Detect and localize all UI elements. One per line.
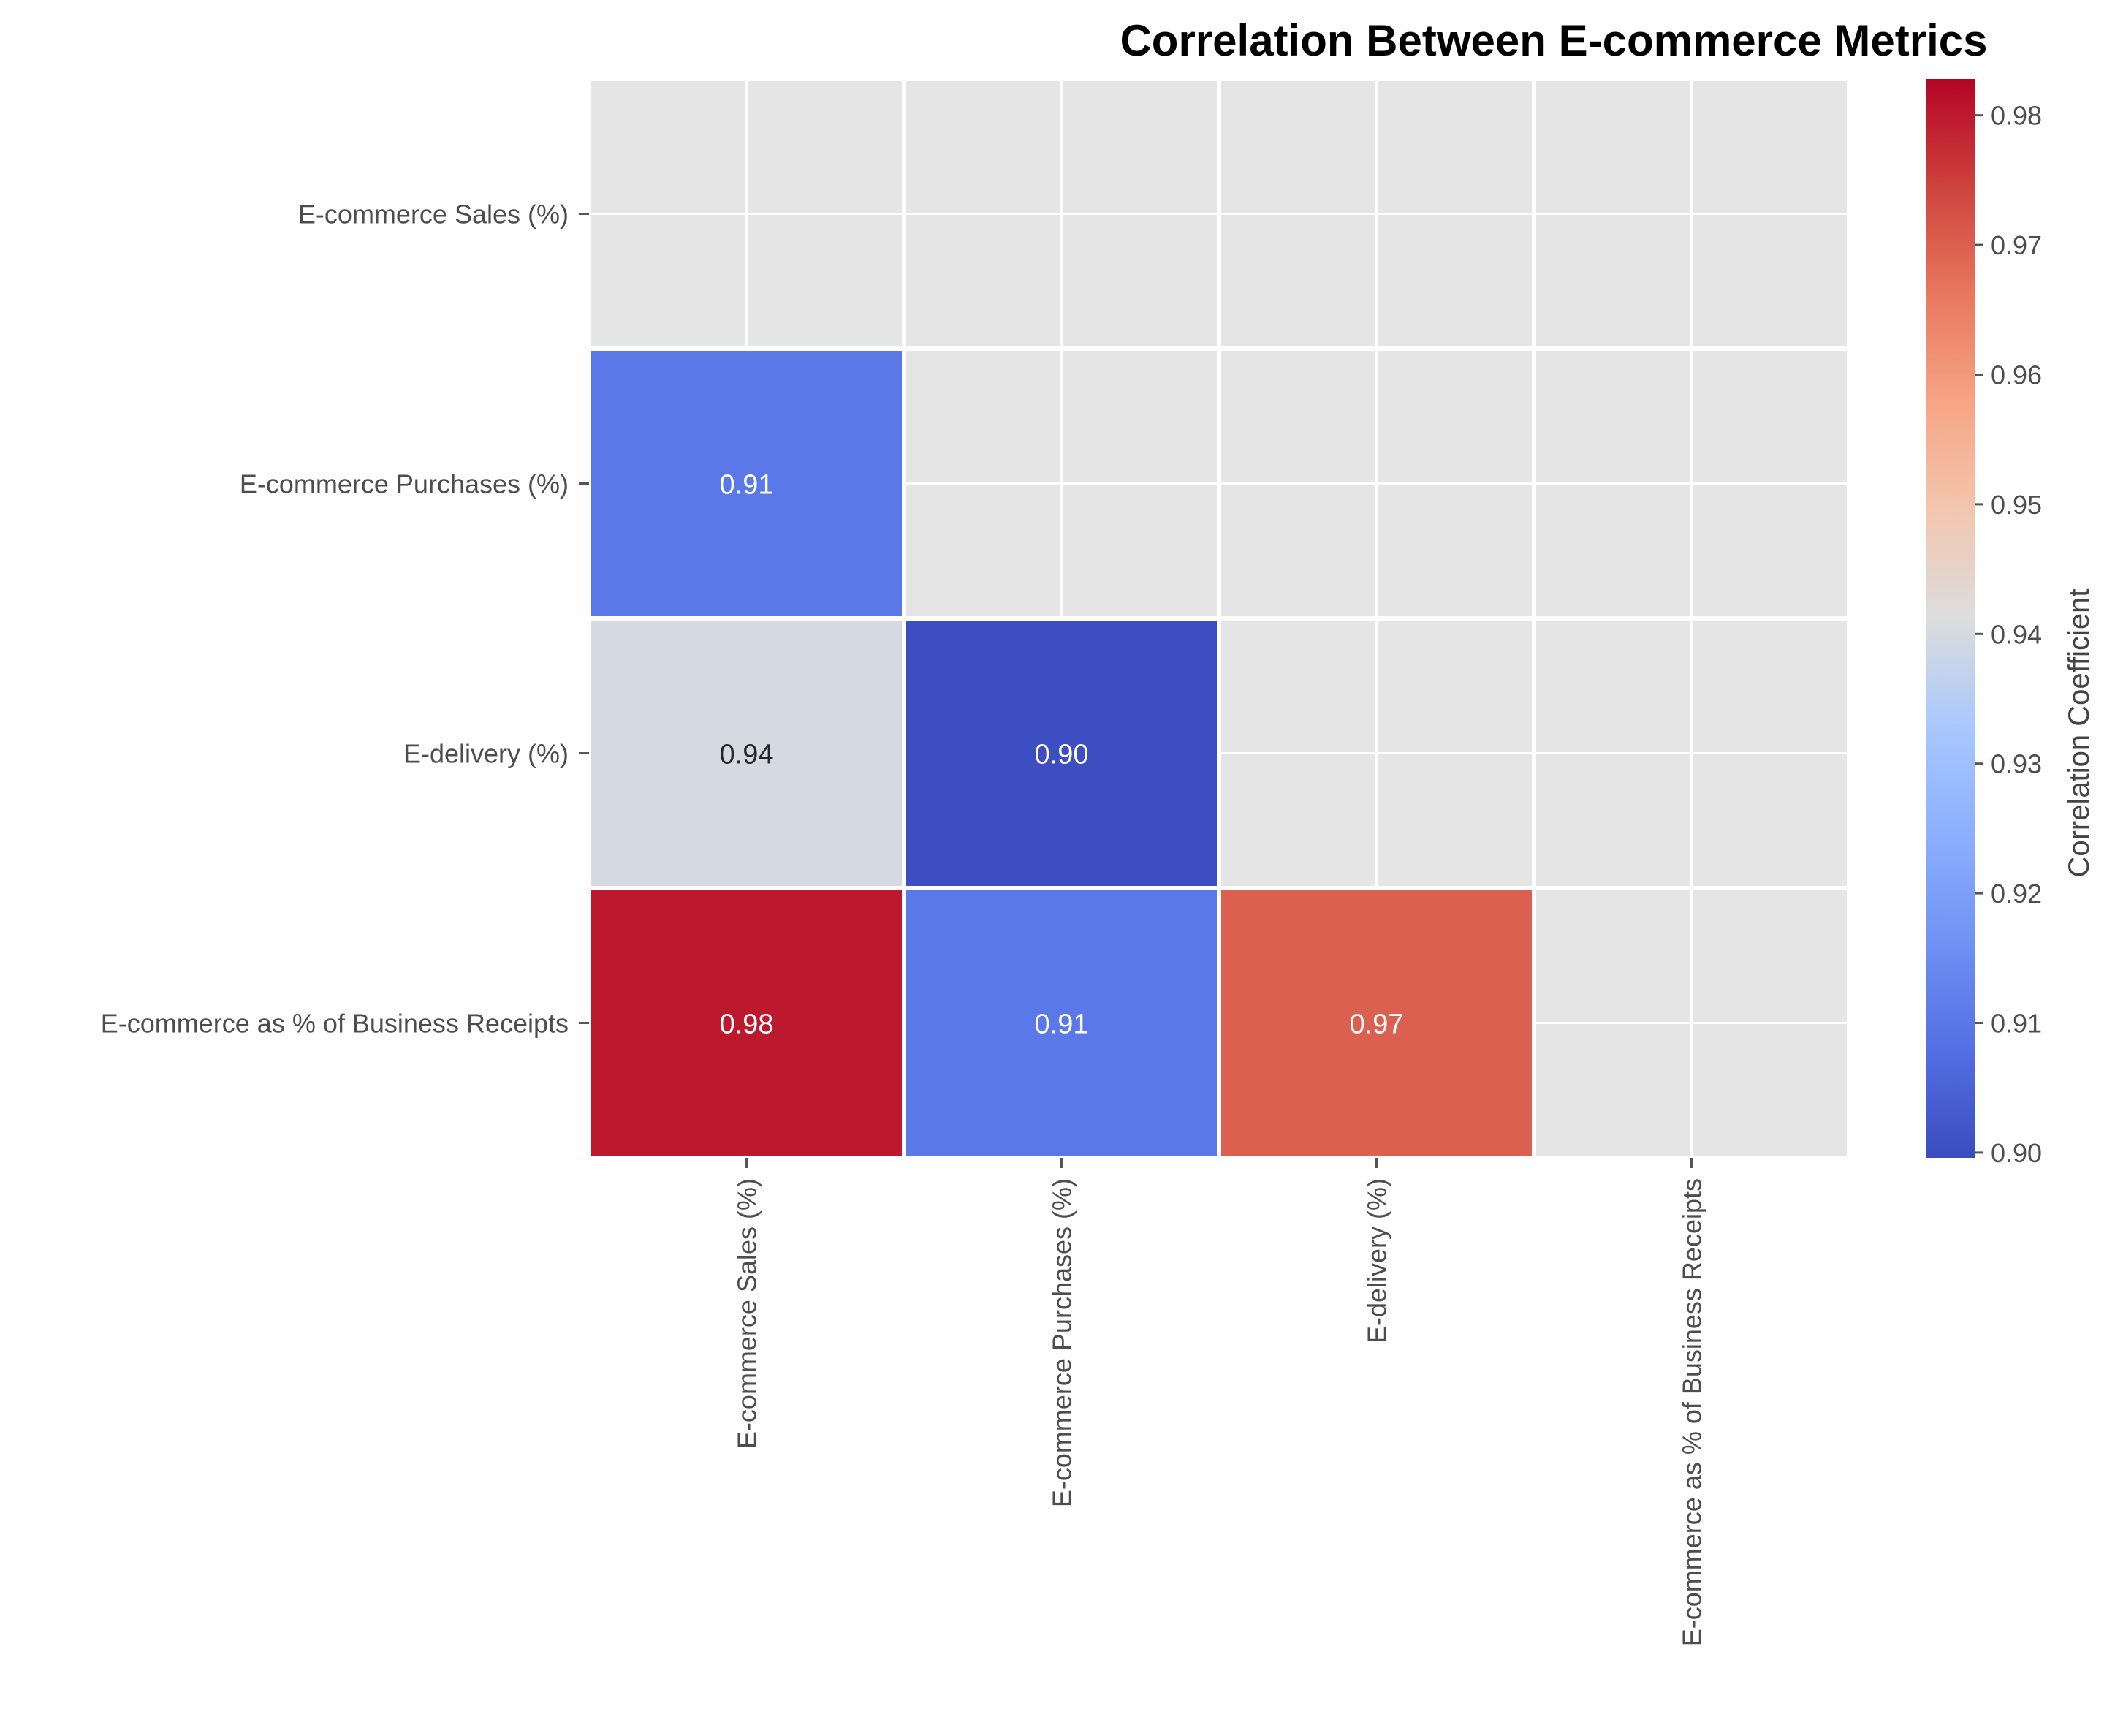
cell-value-label: 0.91 [1035,1009,1089,1040]
chart-title: Correlation Between E-commerce Metrics [1120,16,1987,65]
colorbar-tick-label: 0.98 [1991,101,2042,131]
x-tick-label: E-commerce as % of Business Receipts [1677,1178,1707,1646]
colorbar-tick-label: 0.90 [1991,1138,2042,1168]
colorbar: 0.90 0.91 0.92 0.93 0.94 0.95 0.96 0.97 0.98 [1926,79,2042,1168]
heatmap-cell [904,618,1219,888]
cell-value-label: 0.94 [720,740,774,770]
heatmap-cell [589,349,904,618]
heatmap-cell [589,618,904,888]
plot-area: 0.91 0.94 0.90 0.98 0.91 0.97 E-commerce Sales… [101,77,1851,1646]
colorbar-tick-label: 0.91 [1991,1009,2042,1039]
y-tick-label: E-commerce Purchases (%) [240,469,569,499]
heatmap-cell [904,888,1219,1158]
colorbar-gradient [1926,79,1975,1158]
cell-value-label: 0.97 [1350,1009,1404,1040]
y-tick-label: E-commerce Sales (%) [298,200,569,230]
colorbar-tick-label: 0.96 [1991,360,2042,390]
heatmap-cell [589,888,904,1158]
y-tick-label: E-delivery (%) [403,739,569,769]
heatmap-cell [1219,888,1534,1158]
cell-value-label: 0.90 [1035,740,1089,770]
colorbar-tick-label: 0.95 [1991,490,2042,520]
colorbar-tick-label: 0.94 [1991,619,2042,649]
colorbar-tick-label: 0.97 [1991,230,2042,260]
y-tick-label: E-commerce as % of Business Receipts [101,1009,569,1039]
x-tick-label: E-commerce Purchases (%) [1047,1178,1077,1507]
x-tick-label: E-delivery (%) [1362,1178,1392,1343]
x-tick-label: E-commerce Sales (%) [732,1178,762,1449]
colorbar-tick-label: 0.93 [1991,749,2042,779]
colorbar-label: Correlation Coefficient [2063,588,2095,877]
colorbar-tick-label: 0.92 [1991,879,2042,909]
cell-value-label: 0.98 [720,1009,774,1040]
cell-value-label: 0.91 [720,470,774,501]
